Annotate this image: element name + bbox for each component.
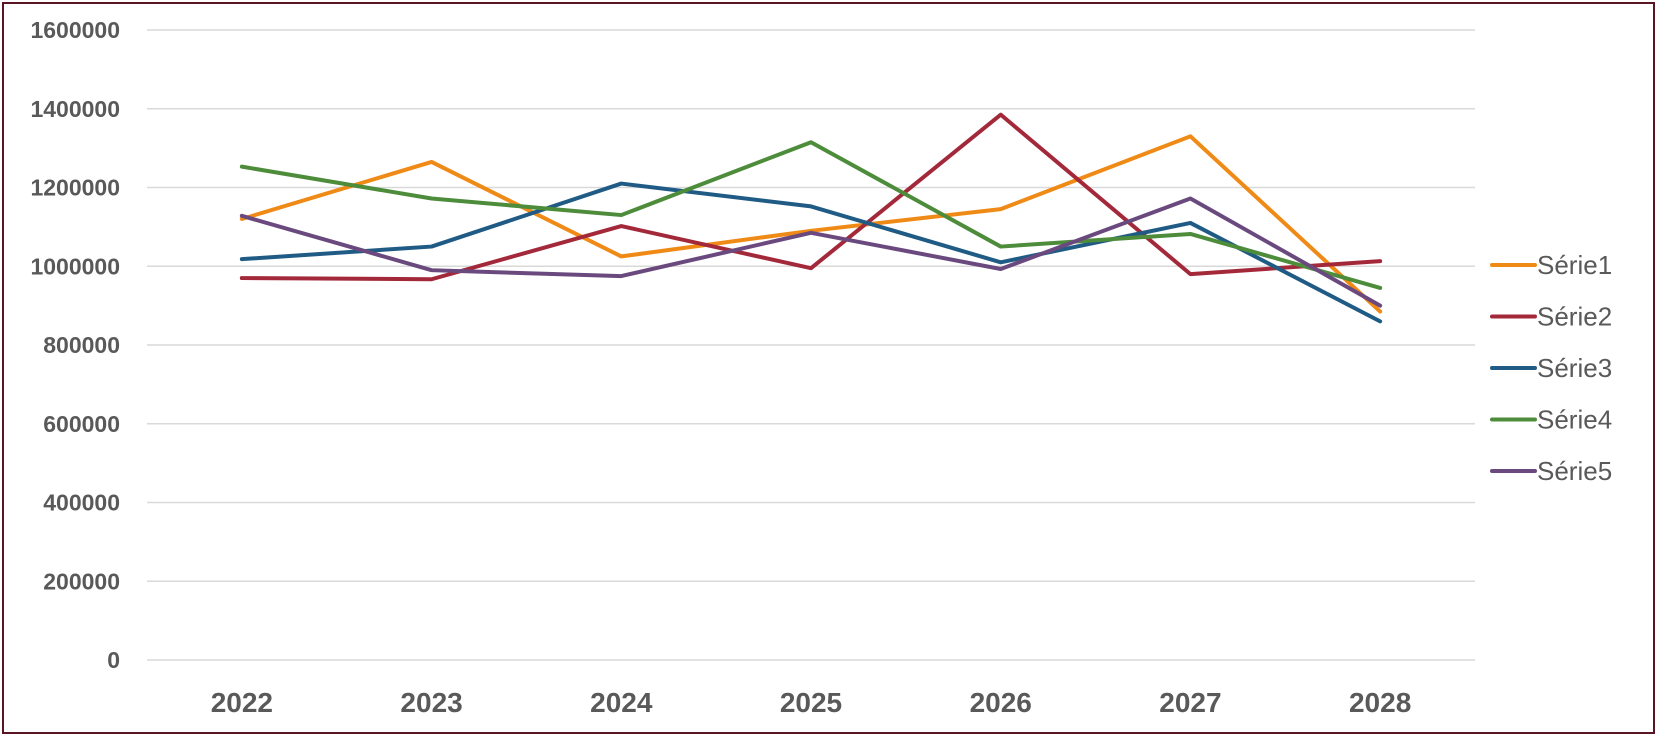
x-tick-label: 2024	[590, 687, 653, 718]
y-tick-label: 1200000	[30, 175, 120, 201]
y-tick-label: 800000	[43, 332, 120, 358]
series-line-1	[239, 134, 1383, 314]
x-tick-label: 2028	[1349, 687, 1411, 718]
legend: Série1 Série2 Série3 Série4 Série5	[1490, 250, 1612, 486]
y-tick-label: 0	[107, 647, 120, 673]
x-axis-ticks: 2022 2023 2024 2025 2026 2027 2028	[211, 687, 1412, 718]
x-tick-label: 2023	[400, 687, 462, 718]
y-tick-label: 1600000	[30, 17, 120, 43]
series-lines	[239, 112, 1383, 324]
y-tick-label: 200000	[43, 568, 120, 594]
series-line-5	[239, 196, 1383, 308]
legend-label: Série2	[1537, 302, 1612, 332]
y-tick-label: 600000	[43, 411, 120, 437]
series-line-3	[239, 181, 1383, 324]
legend-label: Série3	[1537, 353, 1612, 383]
x-tick-label: 2027	[1159, 687, 1221, 718]
y-axis-ticks: 0 200000 400000 600000 800000 1000000 1200000 1…	[30, 17, 120, 673]
legend-label: Série4	[1537, 405, 1612, 435]
x-tick-label: 2026	[970, 687, 1032, 718]
y-tick-label: 1400000	[30, 96, 120, 122]
legend-label: Série1	[1537, 250, 1612, 280]
y-tick-label: 1000000	[30, 253, 120, 279]
x-tick-label: 2025	[780, 687, 842, 718]
x-tick-label: 2022	[211, 687, 273, 718]
y-tick-label: 400000	[43, 490, 120, 516]
legend-label: Série5	[1537, 456, 1612, 486]
gridlines	[147, 29, 1475, 661]
